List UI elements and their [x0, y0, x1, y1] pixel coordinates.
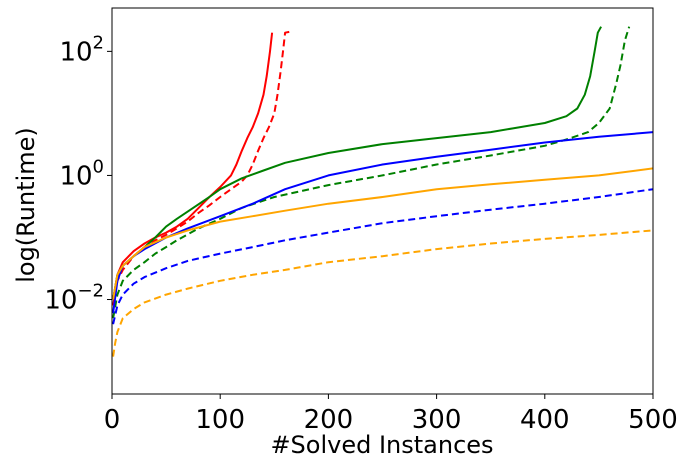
series-lines [112, 26, 653, 357]
series-line-2 [112, 30, 292, 306]
series-line-5 [112, 131, 653, 314]
x-tick-label: 100 [195, 405, 245, 435]
series-line-7 [112, 167, 653, 300]
x-tick-label: 200 [304, 405, 354, 435]
y-tick-label: 10−2 [44, 281, 104, 316]
series-line-6 [112, 188, 653, 325]
y-axis-label: log(Runtime) [12, 127, 40, 283]
series-line-4 [112, 26, 631, 319]
series-line-3 [112, 26, 602, 300]
x-axis-ticks: 0 100 200 300 400 500 [104, 394, 678, 435]
series-line-8 [112, 229, 653, 357]
y-tick-label: 100 [59, 156, 104, 191]
x-tick-label: 400 [520, 405, 570, 435]
y-axis-ticks: 10−2 100 102 [44, 32, 112, 316]
x-tick-label: 300 [412, 405, 462, 435]
x-tick-label: 500 [628, 405, 678, 435]
x-tick-label: 0 [104, 405, 121, 435]
plot-frame [111, 7, 654, 395]
x-axis-label: #Solved Instances [270, 431, 493, 459]
y-tick-label: 102 [59, 32, 104, 67]
